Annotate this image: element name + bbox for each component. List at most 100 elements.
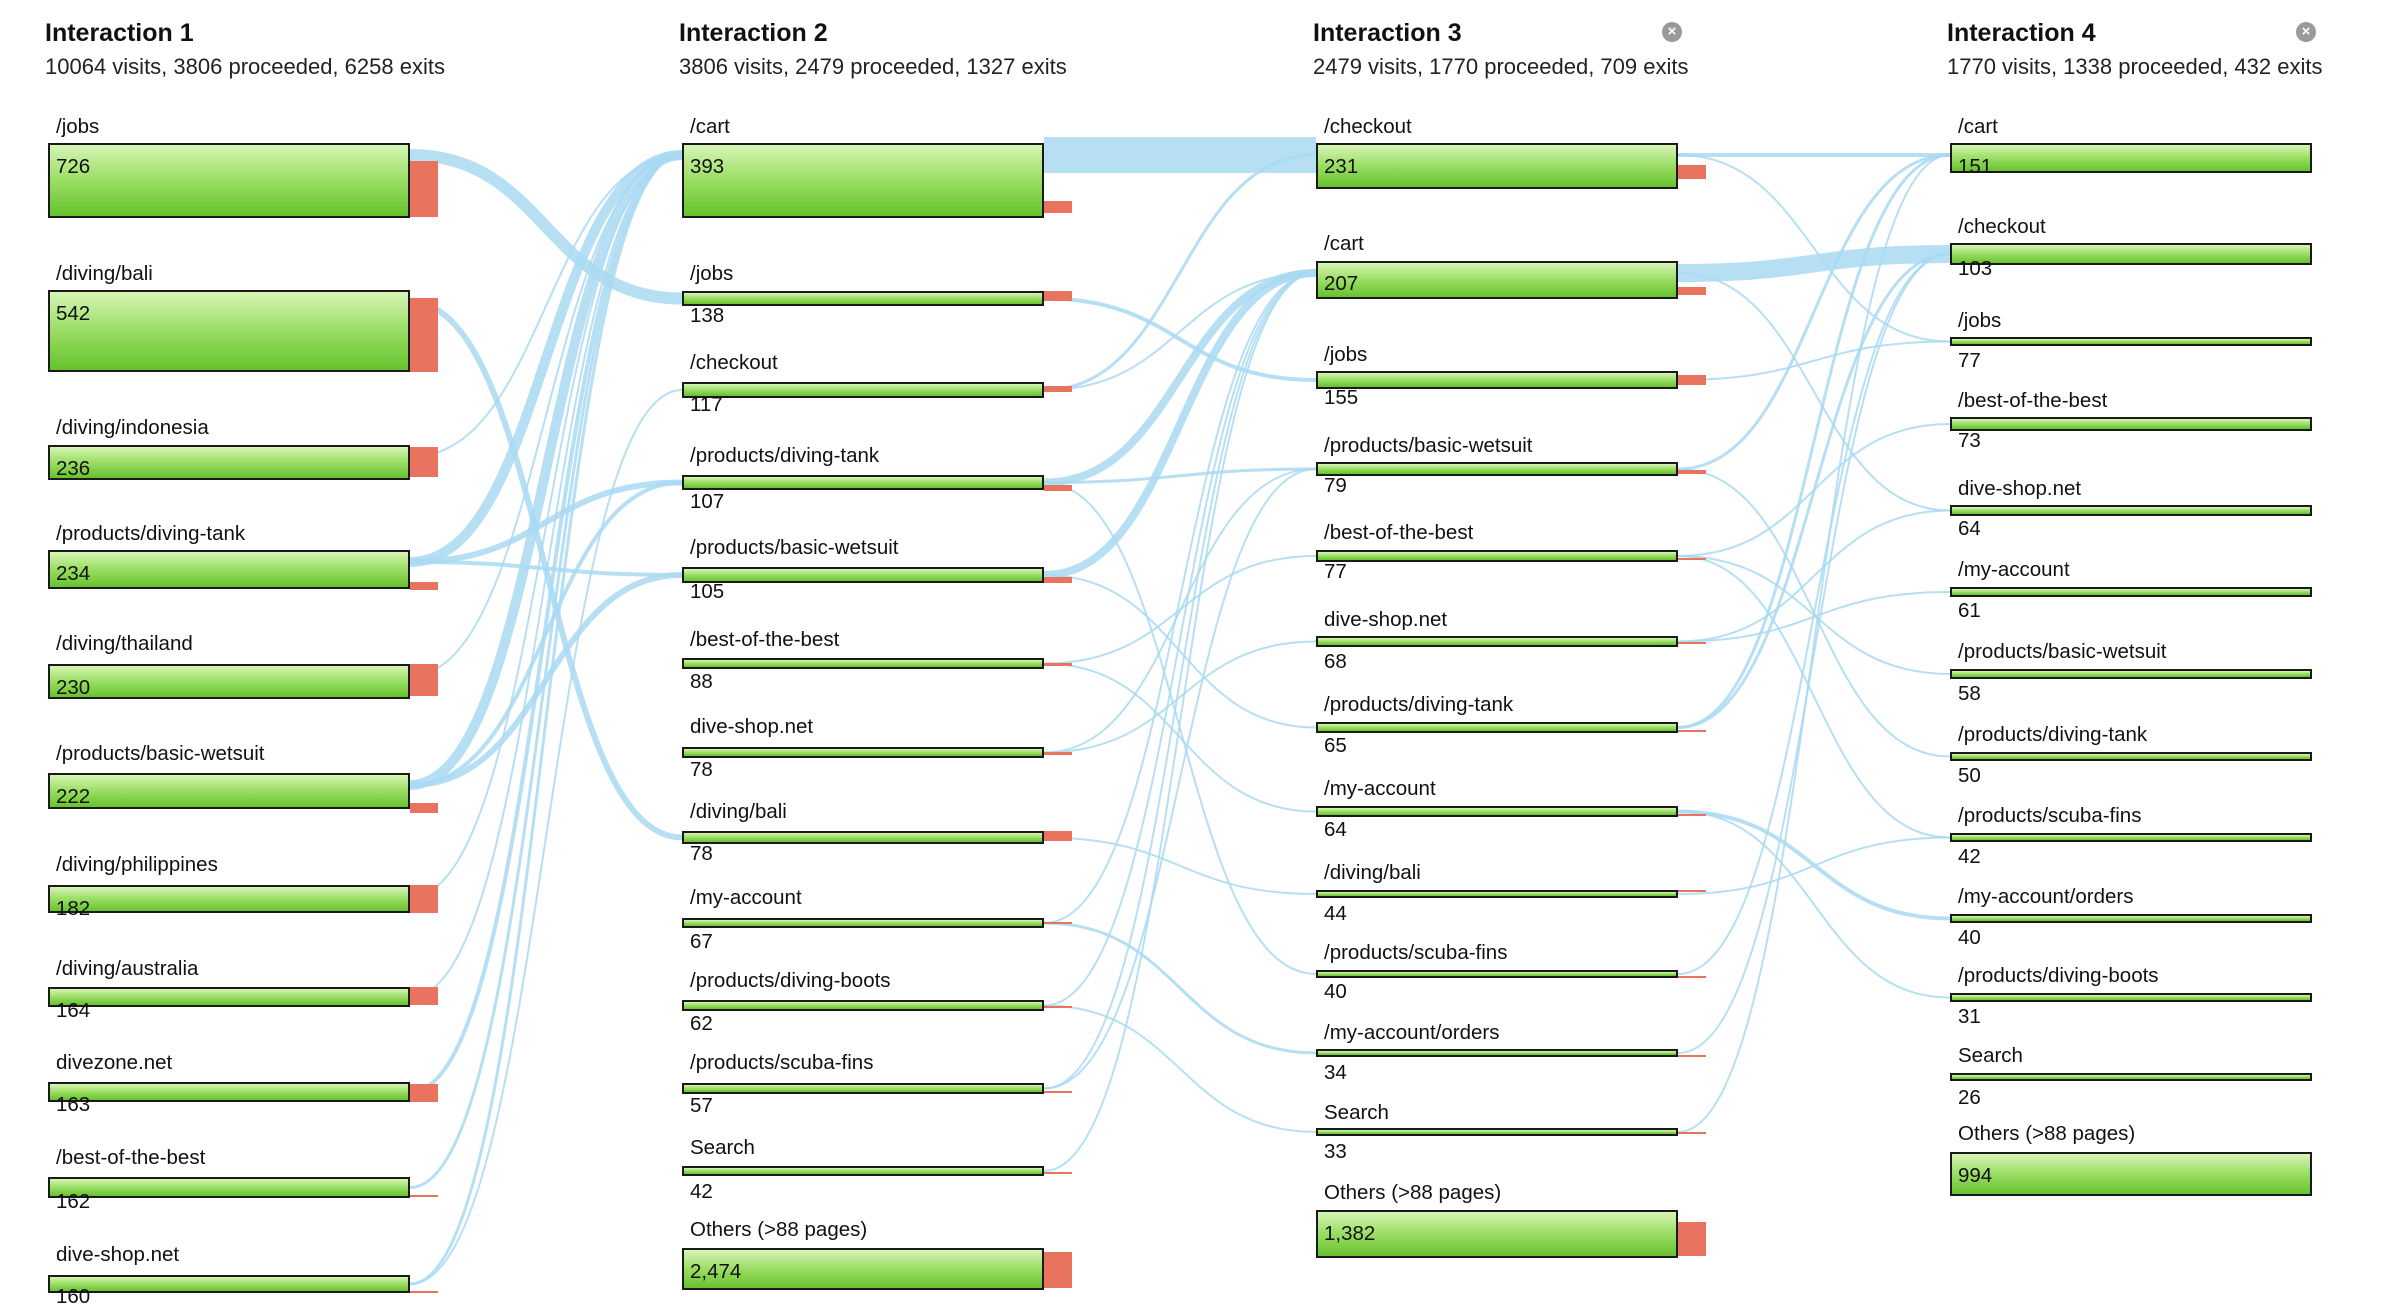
node-bar[interactable] xyxy=(682,1166,1044,1176)
node-bar[interactable] xyxy=(682,567,1044,583)
node-bar[interactable] xyxy=(1316,143,1678,189)
column-header: Interaction 3 2479 visits, 1770 proceeded… xyxy=(1313,16,1688,84)
exit-bar xyxy=(1044,1091,1072,1093)
node-page-name: /checkout xyxy=(1958,215,2046,238)
node-bar[interactable] xyxy=(682,831,1044,844)
flow-link xyxy=(1043,269,1317,579)
node-bar[interactable] xyxy=(1950,505,2312,516)
node-bar[interactable] xyxy=(48,773,410,809)
node-bar[interactable] xyxy=(1950,417,2312,431)
flow-link xyxy=(1043,555,1317,665)
exit-bar xyxy=(1678,976,1706,978)
node-bar[interactable] xyxy=(1316,261,1678,299)
node-bar[interactable] xyxy=(1316,1049,1678,1057)
node-bar[interactable] xyxy=(682,291,1044,306)
node-visit-count: 542 xyxy=(56,302,91,325)
node-visit-count: 163 xyxy=(56,1093,91,1116)
flow-link xyxy=(409,154,683,677)
node-visit-count: 88 xyxy=(690,670,713,693)
node-bar[interactable] xyxy=(48,143,410,218)
flow-link xyxy=(1677,591,1951,643)
flow-link xyxy=(1043,467,1317,484)
node-visit-count: 78 xyxy=(690,842,713,865)
node-page-name: /products/diving-tank xyxy=(690,444,880,467)
node-visit-count: 42 xyxy=(690,1180,713,1203)
node-bar[interactable] xyxy=(48,445,410,480)
node-bar[interactable] xyxy=(1316,806,1678,817)
node-bar[interactable] xyxy=(1950,669,2312,679)
node-bar[interactable] xyxy=(1950,914,2312,923)
node-visit-count: 230 xyxy=(56,676,91,699)
node-bar[interactable] xyxy=(1316,970,1678,978)
node-bar[interactable] xyxy=(1950,243,2312,265)
node-bar[interactable] xyxy=(682,475,1044,490)
node-bar[interactable] xyxy=(48,550,410,589)
node-visit-count: 103 xyxy=(1958,257,1993,280)
node-bar[interactable] xyxy=(1950,993,2312,1002)
exit-bar xyxy=(1044,485,1072,491)
node-page-name: /my-account xyxy=(1958,558,2070,581)
flow-link xyxy=(409,153,683,1189)
node-bar[interactable] xyxy=(682,1083,1044,1094)
node-page-name: Search xyxy=(690,1136,755,1159)
node-bar[interactable] xyxy=(1950,587,2312,597)
column-summary: 10064 visits, 3806 proceeded, 6258 exits xyxy=(45,54,445,79)
node-bar[interactable] xyxy=(1316,462,1678,476)
node-bar[interactable] xyxy=(1316,722,1678,733)
exit-bar xyxy=(1044,577,1072,583)
node-page-name: dive-shop.net xyxy=(690,715,814,738)
exit-bar xyxy=(1678,814,1706,816)
node-visit-count: 2,474 xyxy=(690,1260,742,1283)
node-visit-count: 73 xyxy=(1958,429,1981,452)
node-bar[interactable] xyxy=(682,658,1044,669)
node-visit-count: 42 xyxy=(1958,845,1981,868)
node-page-name: /best-of-the-best xyxy=(690,628,840,651)
node-bar[interactable] xyxy=(1950,833,2312,842)
node-bar[interactable] xyxy=(1316,890,1678,898)
node-bar[interactable] xyxy=(682,918,1044,928)
node-bar[interactable] xyxy=(1950,1073,2312,1081)
node-visit-count: 994 xyxy=(1958,1164,1993,1187)
node-bar[interactable] xyxy=(48,290,410,372)
node-bar[interactable] xyxy=(1316,371,1678,389)
node-bar[interactable] xyxy=(48,1082,410,1102)
node-bar[interactable] xyxy=(1316,1210,1678,1258)
flow-link xyxy=(1677,252,1951,729)
node-bar[interactable] xyxy=(682,747,1044,758)
node-bar[interactable] xyxy=(1950,143,2312,173)
close-icon[interactable]: × xyxy=(1662,22,1682,42)
node-bar[interactable] xyxy=(682,1000,1044,1011)
node-bar[interactable] xyxy=(48,885,410,913)
node-visit-count: 231 xyxy=(1324,155,1359,178)
node-bar[interactable] xyxy=(682,1248,1044,1290)
node-bar[interactable] xyxy=(682,382,1044,398)
node-bar[interactable] xyxy=(48,987,410,1007)
node-bar[interactable] xyxy=(48,664,410,699)
node-bar[interactable] xyxy=(1316,636,1678,647)
node-page-name: /best-of-the-best xyxy=(1958,389,2108,412)
node-visit-count: 105 xyxy=(690,580,725,603)
close-icon[interactable]: × xyxy=(2296,22,2316,42)
node-bar[interactable] xyxy=(1316,550,1678,562)
node-page-name: /products/basic-wetsuit xyxy=(1958,640,2167,663)
node-page-name: divezone.net xyxy=(56,1051,173,1074)
node-bar[interactable] xyxy=(1316,1128,1678,1136)
node-page-name: Others (>88 pages) xyxy=(1324,1181,1502,1204)
node-page-name: /products/basic-wetsuit xyxy=(56,742,265,765)
flow-link xyxy=(409,154,683,898)
node-bar[interactable] xyxy=(48,1177,410,1198)
node-visit-count: 31 xyxy=(1958,1005,1981,1028)
node-bar[interactable] xyxy=(1950,752,2312,761)
node-bar[interactable] xyxy=(682,143,1044,218)
node-visit-count: 64 xyxy=(1958,517,1981,540)
flow-link xyxy=(1043,272,1317,1007)
node-bar[interactable] xyxy=(1950,337,2312,346)
node-bar[interactable] xyxy=(48,1275,410,1293)
node-bar[interactable] xyxy=(1950,1152,2312,1196)
node-page-name: /diving/bali xyxy=(1324,861,1421,884)
node-page-name: /products/diving-boots xyxy=(690,969,891,992)
exit-bar xyxy=(410,803,438,813)
exit-bar xyxy=(410,298,438,372)
flow-link xyxy=(409,149,683,305)
flow-link xyxy=(1043,468,1317,754)
